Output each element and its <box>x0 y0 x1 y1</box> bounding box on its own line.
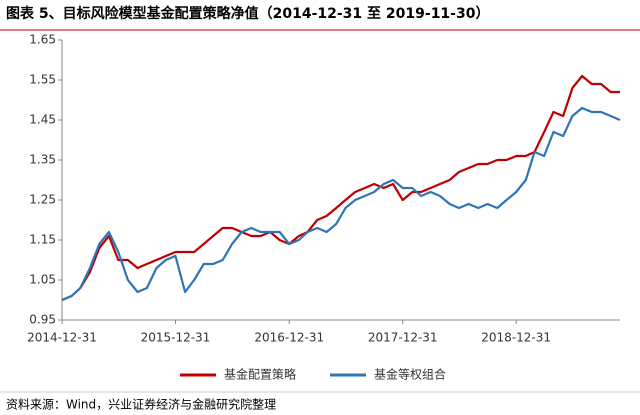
series-line <box>61 74 620 302</box>
y-tick-label: 1.55 <box>29 73 56 87</box>
y-tick-label: 0.95 <box>29 313 56 327</box>
x-tick-label: 2017-12-31 <box>368 331 438 345</box>
y-tick-label: 1.15 <box>29 233 56 247</box>
x-tick-label: 2014-12-31 <box>27 331 97 345</box>
y-tick-label: 1.35 <box>29 153 56 167</box>
legend-label: 基金等权组合 <box>374 367 446 382</box>
x-tick-label: 2018-12-31 <box>481 331 551 345</box>
source-note: 资料来源：Wind，兴业证券经济与金融研究院整理 <box>6 397 276 412</box>
series-line <box>61 106 621 302</box>
y-tick-label: 1.05 <box>29 273 56 287</box>
chart-title: 图表 5、目标风险模型基金配置策略净值（2014-12-31 至 2019-11… <box>6 5 489 22</box>
y-tick-label: 1.45 <box>29 113 56 127</box>
x-tick-label: 2016-12-31 <box>254 331 324 345</box>
y-tick-label: 1.25 <box>29 193 56 207</box>
y-tick-label: 1.65 <box>29 33 56 47</box>
legend-label: 基金配置策略 <box>224 367 296 382</box>
x-tick-label: 2015-12-31 <box>141 331 211 345</box>
